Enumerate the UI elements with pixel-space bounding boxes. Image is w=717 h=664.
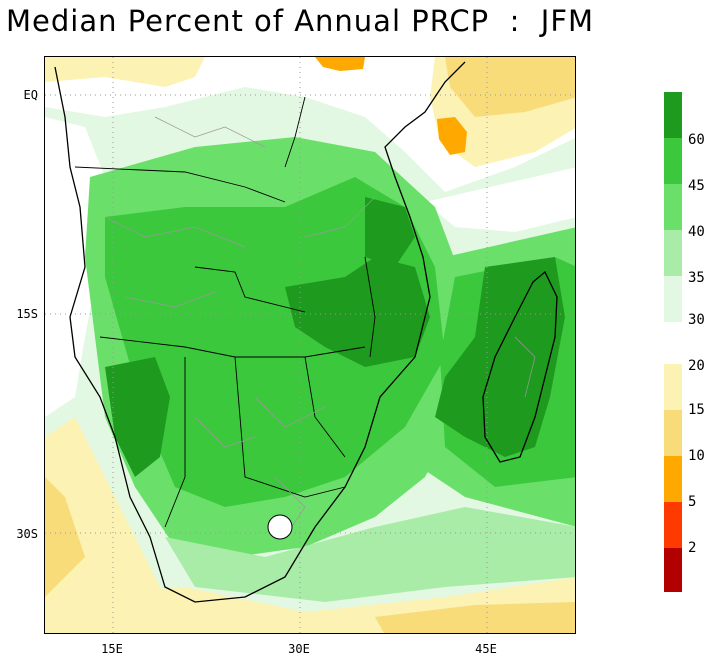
legend-label-35: 35 xyxy=(688,270,705,286)
africa-coastline xyxy=(54,61,466,603)
north-central-orange xyxy=(315,57,365,71)
precipitation-map xyxy=(44,56,576,634)
atlantic-yellow2 xyxy=(45,477,85,597)
legend-label-5: 5 xyxy=(688,494,697,510)
map-title: Median Percent of Annual PRCP : JFM xyxy=(6,4,595,38)
north-yellow-band xyxy=(45,57,205,87)
country-borders xyxy=(74,96,376,528)
legend-swatch-green-light xyxy=(664,184,682,230)
lat-label-eq: EQ xyxy=(23,88,38,102)
legend-label-15: 15 xyxy=(688,402,705,418)
indian-ocean-white-band xyxy=(425,167,575,232)
legend-label-30: 30 xyxy=(688,312,705,328)
legend-label-10: 10 xyxy=(688,448,705,464)
legend-label-60: 60 xyxy=(688,132,705,148)
tanzania-dark-green xyxy=(365,197,415,267)
madagascar-dark-green xyxy=(435,257,565,457)
legend-swatch-orange xyxy=(664,456,682,502)
legend-swatch-green-dark xyxy=(664,92,682,138)
mainland-mid-green xyxy=(105,177,445,507)
lon-label-30e: 30E xyxy=(288,642,310,656)
east-africa-yellow2 xyxy=(445,57,575,117)
legend-label-40: 40 xyxy=(688,224,705,240)
atlantic-yellow xyxy=(45,417,165,633)
province-borders xyxy=(104,116,536,538)
namibia-dark-green xyxy=(105,357,170,477)
legend-swatch-yellow xyxy=(664,410,682,456)
legend-swatch-yellow-pale xyxy=(664,364,682,410)
legend-swatch-dark-red xyxy=(664,548,682,592)
south-yellow2 xyxy=(375,602,575,633)
lat-label-30s: 30S xyxy=(16,527,38,541)
lesotho-outline xyxy=(267,514,293,540)
madagascar-outline xyxy=(482,270,558,463)
legend-label-2: 2 xyxy=(688,540,697,556)
legend-swatch-green-pale xyxy=(664,230,682,276)
east-orange-patch xyxy=(437,117,467,155)
legend-swatch-red xyxy=(664,502,682,548)
legend-swatch-green-mid xyxy=(664,138,682,184)
legend-swatch-green-faint xyxy=(664,276,682,322)
zambia-dark-green xyxy=(285,257,430,367)
legend-label-20: 20 xyxy=(688,358,705,374)
legend-label-45: 45 xyxy=(688,178,705,194)
lat-label-15s: 15S xyxy=(16,307,38,321)
lon-label-15e: 15E xyxy=(101,642,123,656)
lon-label-45e: 45E xyxy=(475,642,497,656)
south-pale-green xyxy=(165,507,575,602)
